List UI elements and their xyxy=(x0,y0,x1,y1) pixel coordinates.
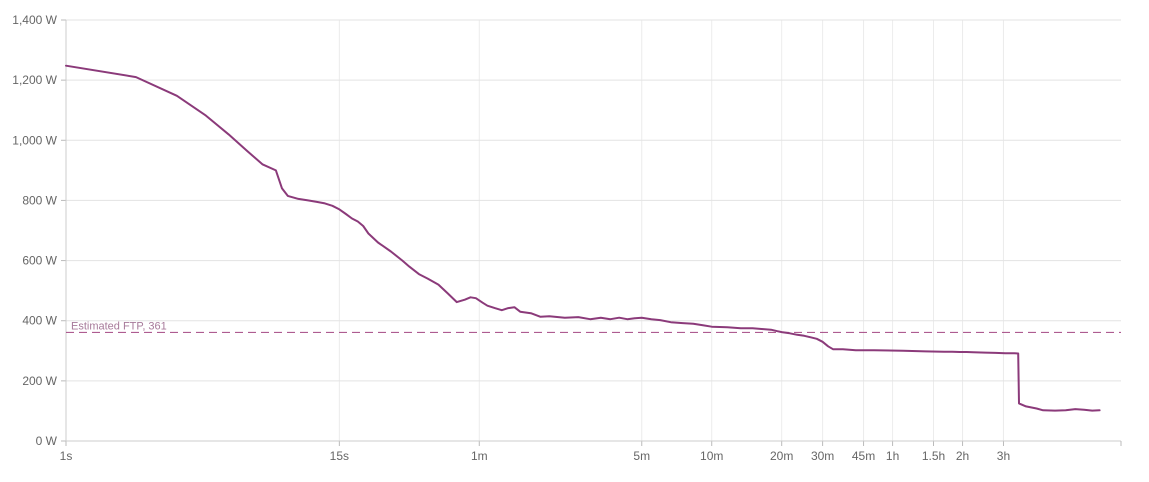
y-tick-label: 600 W xyxy=(22,254,57,268)
y-tick-label: 400 W xyxy=(22,314,57,328)
x-tick-label: 20m xyxy=(770,449,793,463)
y-tick-label: 200 W xyxy=(22,374,57,388)
y-gridlines xyxy=(66,19,1121,382)
series-layer xyxy=(65,64,1101,412)
power-curve-line xyxy=(65,64,1101,412)
x-tick-label: 15s xyxy=(330,449,349,463)
annotations: Estimated FTP, 361 xyxy=(66,320,1121,334)
x-tick-label: 45m xyxy=(852,449,875,463)
x-gridlines xyxy=(338,20,1004,441)
y-tick-label: 1,400 W xyxy=(12,13,57,27)
y-tick-label: 800 W xyxy=(22,193,57,207)
y-tick-labels: 0 W 200 W 400 W 600 W 800 W 1,000 W 1,200 W 1,4… xyxy=(12,13,57,448)
x-tick-label: 5m xyxy=(633,449,650,463)
y-tick-label: 0 W xyxy=(36,434,58,448)
x-tick-label: 1h xyxy=(886,449,899,463)
x-tick-label: 1m xyxy=(471,449,488,463)
axes xyxy=(61,19,1122,446)
x-tick-label: 1.5h xyxy=(922,449,945,463)
y-tick-label: 1,200 W xyxy=(12,73,57,87)
x-tick-label: 2h xyxy=(956,449,969,463)
x-tick-label: 3h xyxy=(997,449,1010,463)
x-tick-label: 1s xyxy=(60,449,73,463)
ftp-label: Estimated FTP, 361 xyxy=(71,320,167,332)
y-tick-label: 1,000 W xyxy=(12,133,57,147)
x-tick-label: 30m xyxy=(811,449,834,463)
x-tick-labels: 1s 15s 1m 5m 10m 20m 30m 45m 1h 1.5h 2h 3h xyxy=(60,449,1010,463)
x-tick-label: 10m xyxy=(700,449,723,463)
